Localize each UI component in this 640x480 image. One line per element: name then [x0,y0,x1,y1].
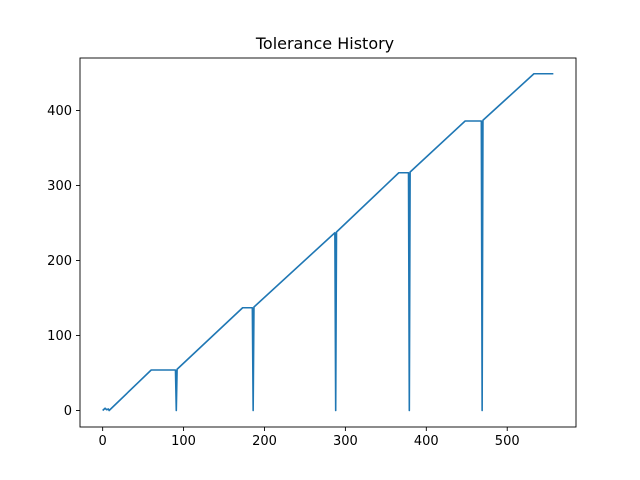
y-tick-label: 100 [47,329,72,344]
series-line-0 [102,72,554,412]
y-tick-label: 200 [47,254,72,269]
x-tick-label: 200 [252,434,277,449]
y-tick-label: 400 [47,104,72,119]
axes-frame [79,57,577,428]
x-tick-label: 400 [414,434,439,449]
x-tick-label: 100 [171,434,196,449]
y-tick-label: 300 [47,179,72,194]
x-tick-label: 500 [495,434,520,449]
y-tick-label: 0 [64,404,72,419]
x-tick-label: 0 [99,434,107,449]
chart-title: Tolerance History [255,34,394,53]
plot-area: 0 100 200 300 400 500 0 100 200 300 400 [47,57,577,449]
x-tick-label: 300 [333,434,358,449]
